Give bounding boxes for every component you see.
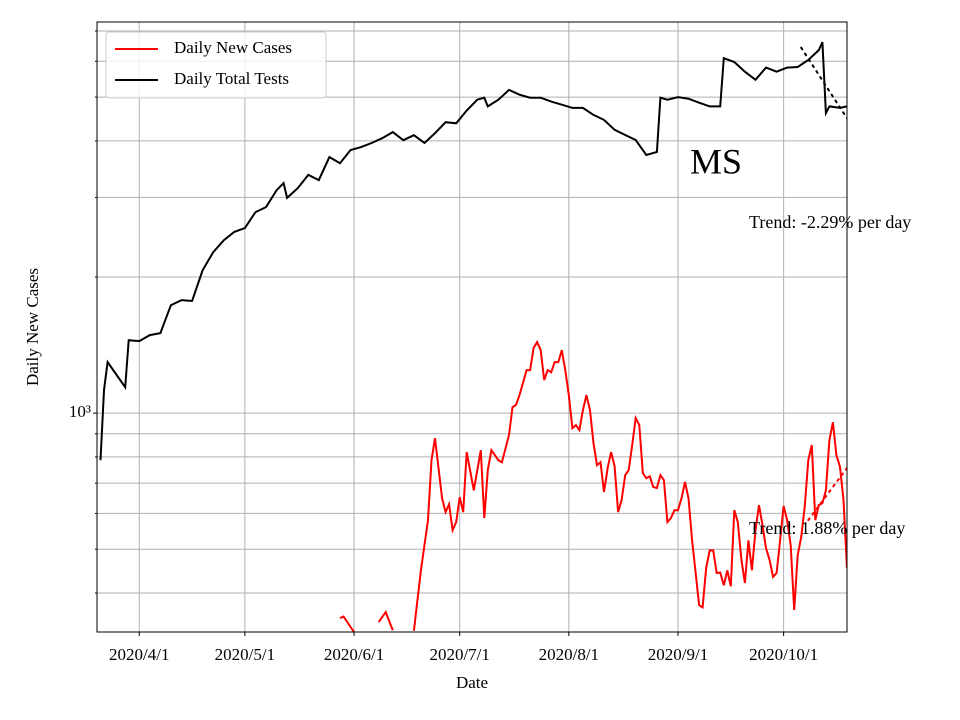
legend-box [105,31,327,99]
x-tick-label: 2020/8/1 [539,645,599,664]
x-tick-label: 2020/10/1 [749,645,818,664]
x-tick-label: 2020/4/1 [109,645,169,664]
plot-frame [96,21,848,633]
series-line [339,339,847,632]
x-axis-label: Date [456,673,488,692]
y-tick-label: 10³ [69,402,91,421]
annotation: MS [690,141,742,181]
x-tick-label: 2020/9/1 [648,645,708,664]
trend-line [800,46,847,120]
annotation: Trend: -2.29% per day [749,212,911,232]
x-tick-label: 2020/7/1 [429,645,489,664]
annotation: Trend: 1.88% per day [749,518,905,538]
x-tick-label: 2020/6/1 [324,645,384,664]
y-axis-label: Daily New Cases [23,268,42,386]
plot-lines [99,41,847,632]
series-line [99,41,847,461]
grid: 2020/4/1 2020/5/1 2020/6/1 2020/7/1 2020/8/1… [69,22,847,664]
legend-label: Daily Total Tests [174,69,289,88]
legend: Daily New Cases Daily Total Tests [105,31,327,99]
annotations: MS Trend: -2.29% per day Trend: 1.88% per … [690,141,911,538]
x-tick-label: 2020/5/1 [215,645,275,664]
legend-label: Daily New Cases [174,38,292,57]
